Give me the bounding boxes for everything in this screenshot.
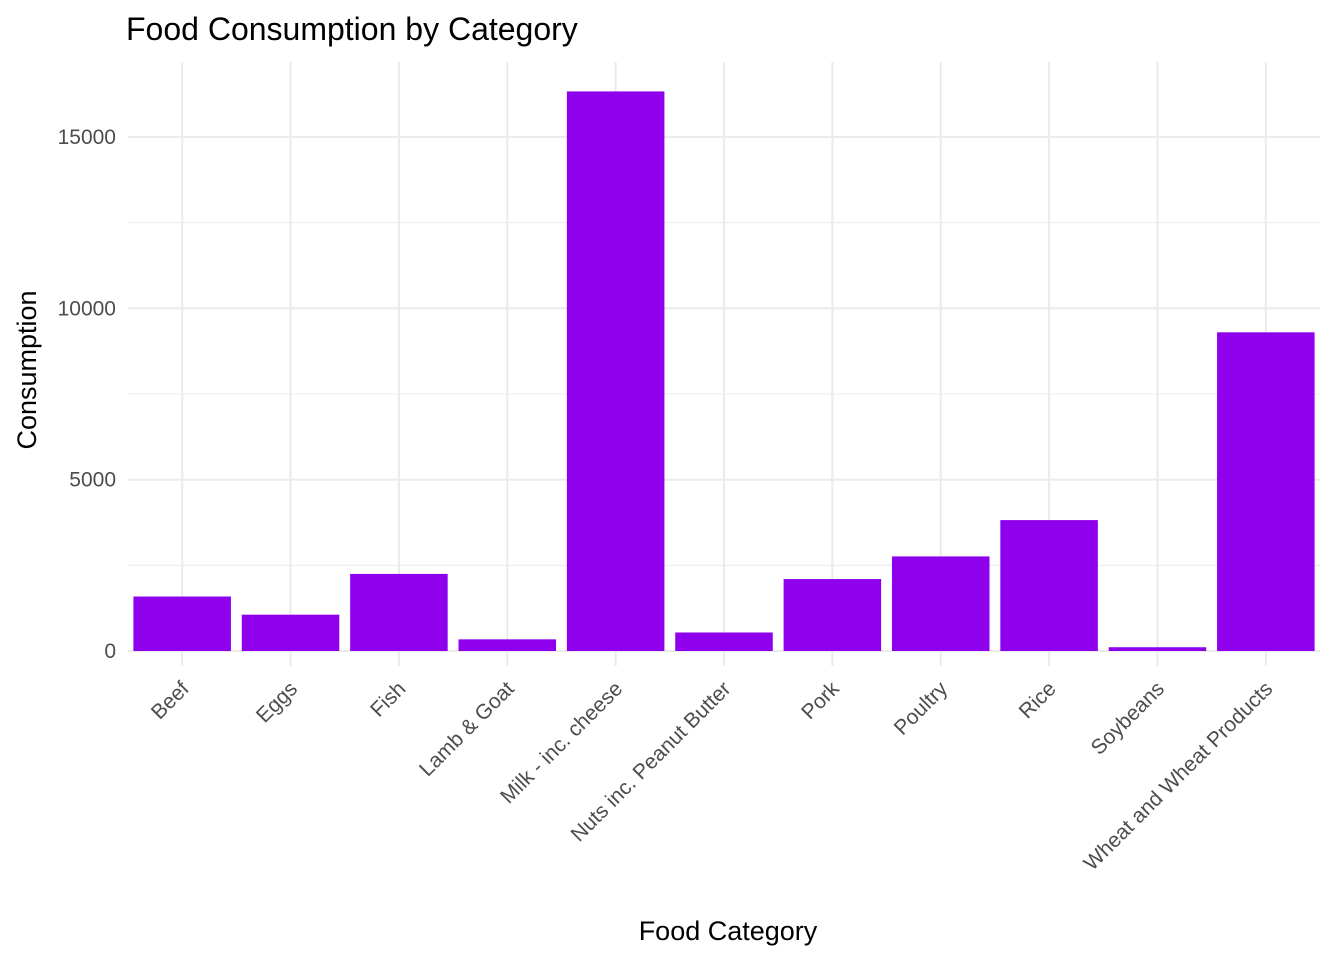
bar [133, 596, 231, 651]
bar [891, 556, 990, 651]
bar [1108, 647, 1207, 651]
y-tick-label: 0 [104, 640, 116, 663]
x-axis-title: Food Category [639, 916, 818, 946]
bar [675, 632, 773, 651]
bar [241, 614, 340, 651]
y-axis-title: Consumption [12, 290, 42, 449]
bar [350, 573, 448, 651]
gridlines [128, 62, 1320, 666]
y-tick-label: 5000 [69, 469, 116, 492]
bar [566, 91, 665, 651]
chart-title: Food Consumption by Category [126, 11, 578, 47]
y-tick-label: 15000 [58, 126, 116, 149]
bar [458, 639, 557, 651]
y-axis-tick-labels: 0 5000 10000 15000 [58, 126, 116, 663]
bar [1000, 520, 1098, 651]
bars [133, 91, 1315, 651]
y-tick-label: 10000 [58, 297, 116, 320]
bar [783, 579, 882, 651]
bar [1217, 332, 1315, 651]
